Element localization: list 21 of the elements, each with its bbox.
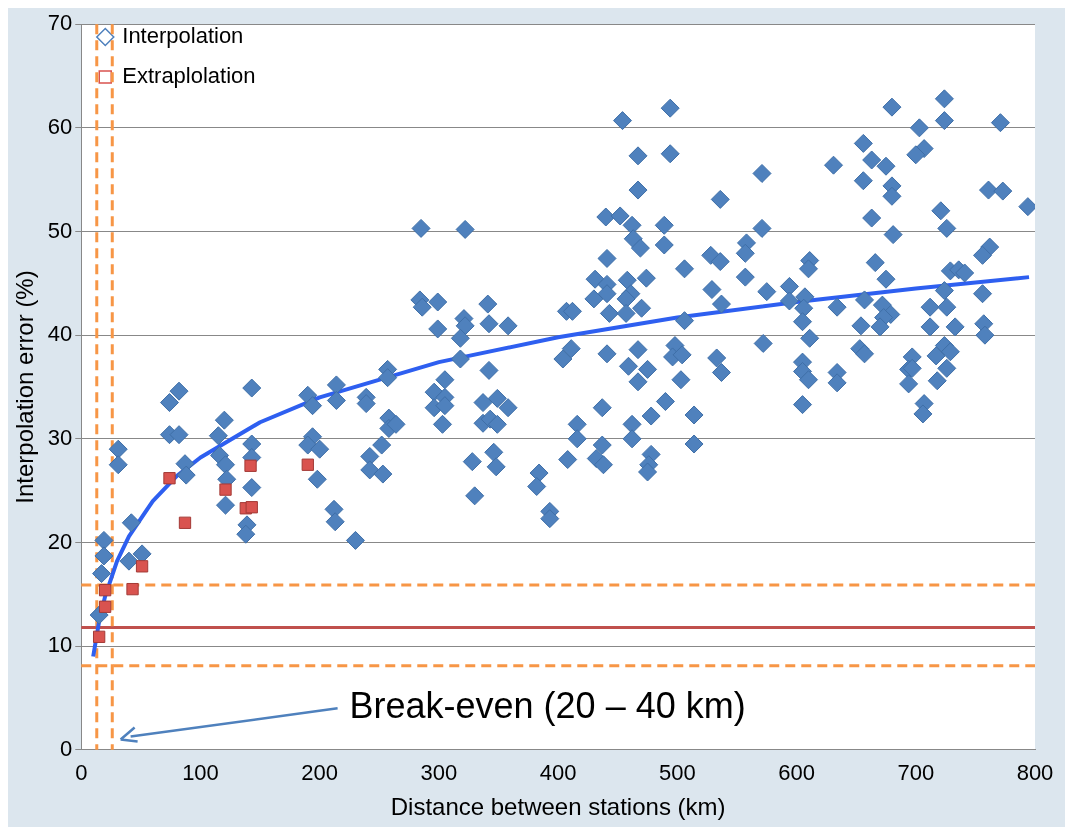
x-tick-label: 200	[301, 760, 339, 786]
y-tick-label: 60	[47, 113, 73, 139]
legend-label: Interpolation	[122, 23, 244, 49]
legend-label: Extraplolation	[122, 63, 256, 89]
x-tick-label: 600	[778, 760, 815, 786]
y-tick-label: 0	[60, 735, 73, 761]
x-tick-label: 700	[897, 760, 935, 786]
y-tick-label: 30	[47, 424, 73, 450]
y-tick-label: 50	[47, 217, 73, 243]
y-tick-label: 70	[47, 10, 73, 36]
annotation: Break-even (20 – 40 km)	[349, 685, 746, 727]
x-tick-label: 300	[420, 760, 458, 786]
x-tick-label: 800	[1016, 760, 1054, 786]
y-tick-label: 10	[47, 632, 73, 658]
x-tick-label: 400	[539, 760, 577, 786]
x-tick-label: 500	[658, 760, 696, 786]
y-tick-label: 40	[47, 321, 73, 347]
y-axis-title: Interpolation error (%)	[11, 270, 39, 504]
x-axis-title: Distance between stations (km)	[390, 793, 726, 821]
y-tick-label: 20	[47, 528, 73, 554]
x-tick-label: 100	[182, 760, 219, 786]
